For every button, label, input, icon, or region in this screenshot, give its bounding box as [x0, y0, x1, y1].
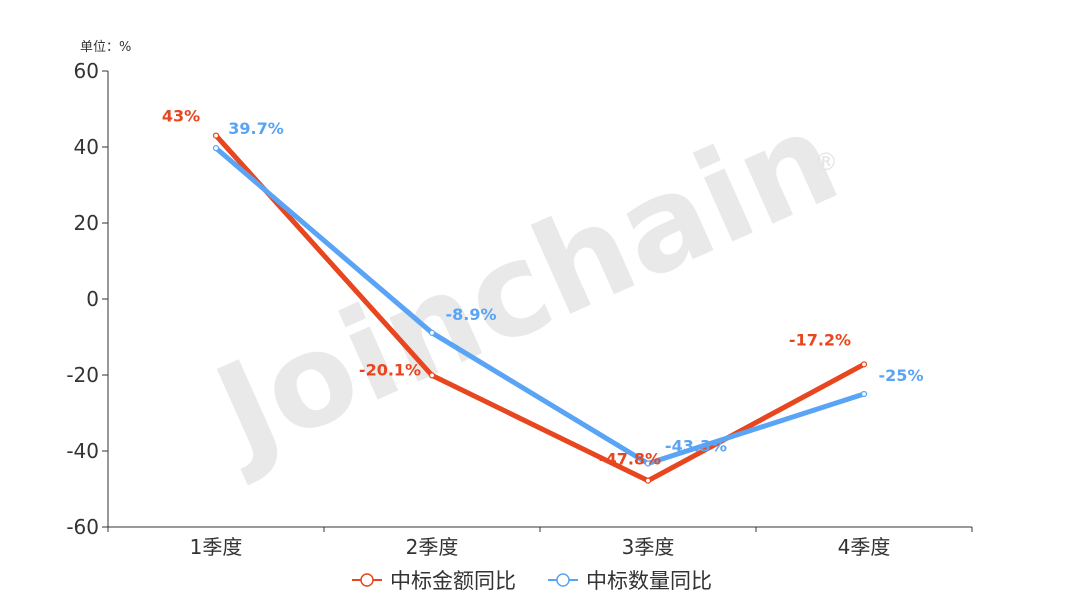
series-1-point: [644, 477, 652, 484]
data-label-series-1: -47.8%: [599, 450, 661, 469]
data-label-series-1: -17.2%: [789, 330, 851, 349]
y-tick-label: 40: [74, 135, 99, 159]
x-tick-label: 4季度: [838, 535, 891, 559]
series-1-point: [212, 132, 220, 139]
series-2-point: [212, 145, 220, 152]
series-line-1: [213, 133, 867, 484]
x-axis: 1季度 2季度 3季度 4季度: [107, 526, 973, 559]
series-layer: [212, 132, 868, 484]
y-axis: 60 40 20 0 -20 -40 -60: [66, 59, 109, 539]
data-label-series-1: -20.1%: [359, 360, 421, 379]
legend-label-series-2: 中标数量同比: [586, 569, 712, 593]
y-axis-unit-label: 单位：%: [80, 40, 131, 55]
y-tick-label: 0: [86, 287, 99, 311]
data-label-series-2: 39.7%: [228, 119, 284, 138]
x-tick-label: 1季度: [190, 535, 243, 559]
series-line-2: [213, 145, 867, 467]
x-tick-label: 3季度: [622, 535, 675, 559]
y-tick-label: -40: [66, 439, 99, 463]
series-2-point: [428, 329, 436, 336]
data-labels: 43% -20.1% -47.8% -17.2% 39.7% -8.9% -43.3% -25…: [162, 107, 924, 469]
data-label-series-2: -25%: [879, 366, 924, 385]
y-tick-label: 60: [74, 59, 99, 83]
series-1-point: [428, 372, 436, 379]
data-label-series-2: -43.3%: [665, 437, 727, 456]
data-label-series-2: -8.9%: [445, 305, 496, 324]
series-1-point: [860, 361, 868, 368]
series-2-point: [860, 390, 868, 398]
legend-swatch-marker: [556, 573, 570, 587]
legend-swatch-marker: [360, 573, 374, 587]
x-tick-label: 2季度: [406, 535, 459, 559]
series-2-point: [644, 460, 652, 467]
y-tick-label: 20: [74, 211, 99, 235]
data-label-series-1: 43%: [162, 107, 200, 126]
legend-label-series-1: 中标金额同比: [390, 569, 516, 593]
watermark-registered-mark: ®: [814, 148, 838, 176]
legend: 中标金额同比 中标数量同比: [352, 569, 712, 593]
y-tick-label: -20: [66, 363, 99, 387]
y-tick-label: -60: [66, 515, 99, 539]
